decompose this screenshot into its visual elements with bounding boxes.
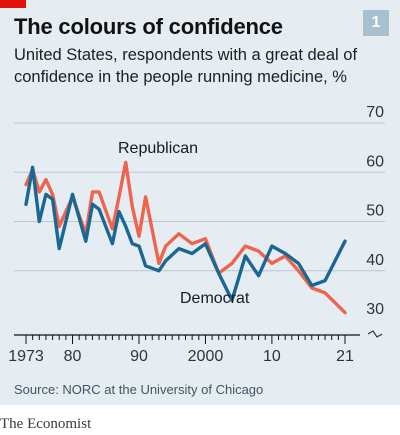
x-tick-label: 10	[263, 348, 281, 365]
x-tick-label: 21	[336, 348, 354, 365]
axis-break-icon	[367, 330, 383, 338]
x-tick-label: 1973	[8, 348, 44, 365]
series-line-democrat	[24, 165, 347, 302]
annotation-democrat: Democrat	[180, 290, 250, 307]
y-tick-label: 40	[366, 252, 384, 269]
series-annotations: Republican Democrat	[118, 140, 250, 307]
chart-title: The colours of confidence	[14, 14, 283, 39]
publisher-name: The Economist	[0, 416, 92, 432]
annotation-republican: Republican	[118, 140, 198, 157]
line-chart: 30 40 50 60 70 1973 80 90 2000 10 21 Republican De…	[8, 104, 385, 365]
y-tick-label: 30	[366, 301, 384, 318]
gridlines	[14, 122, 385, 272]
x-tick-label: 90	[130, 348, 148, 365]
chart-number-badge: 1	[363, 10, 389, 36]
y-axis-tick-labels: 30 40 50 60 70	[366, 104, 384, 318]
y-tick-label: 50	[366, 203, 384, 220]
chart-subtitle: United States, respondents with a great …	[14, 46, 358, 86]
source-note: Source: NORC at the University of Chicag…	[14, 382, 264, 397]
series-line-republican	[24, 160, 347, 315]
x-tick-label: 2000	[188, 348, 224, 365]
x-tick-label: 80	[64, 348, 82, 365]
chart-card: The colours of confidence 1 United State…	[0, 0, 400, 405]
y-tick-label: 60	[366, 153, 384, 170]
series-lines	[24, 160, 347, 315]
x-axis: 1973 80 90 2000 10 21	[8, 330, 383, 365]
y-tick-label: 70	[366, 104, 384, 121]
brand-red-tag	[0, 0, 26, 8]
